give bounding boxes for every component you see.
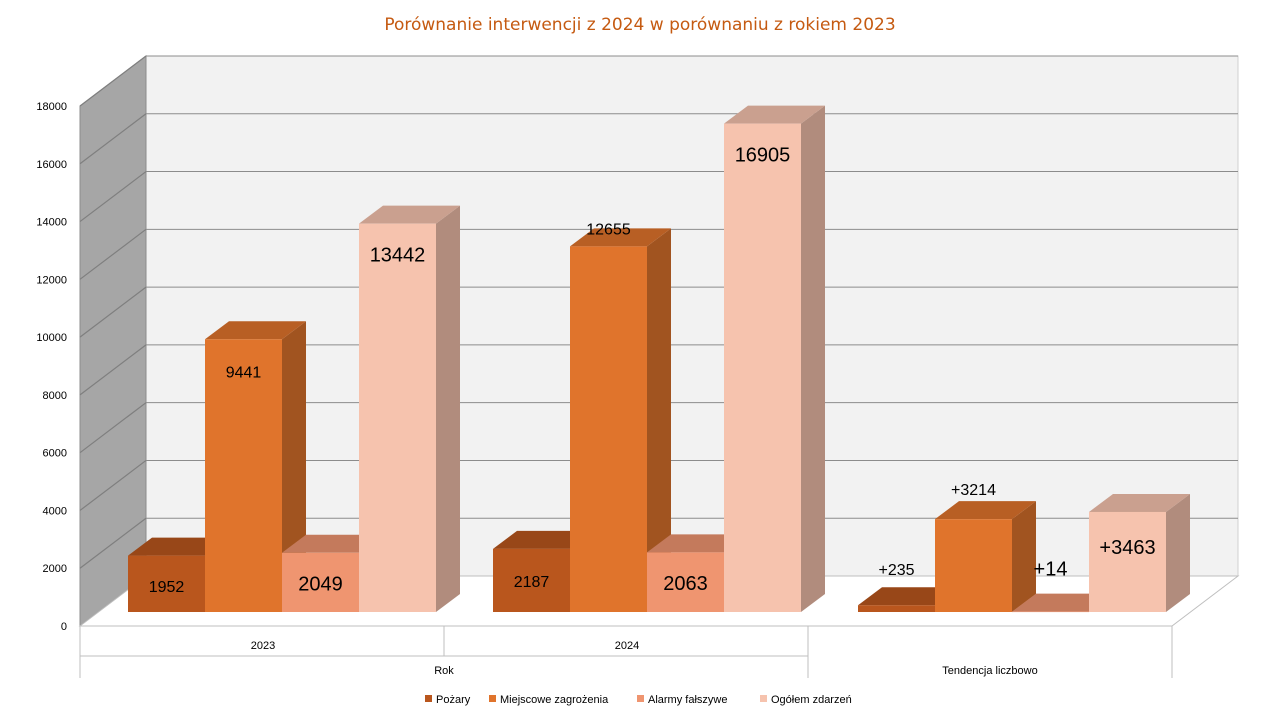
bar [282, 552, 359, 612]
gridline-side [79, 344, 147, 396]
bar-top [128, 537, 229, 556]
bar [1012, 611, 1089, 613]
data-label: +235 [878, 562, 914, 579]
bar-side [1012, 501, 1036, 612]
x-tick-label: 2024 [615, 640, 639, 652]
bar [359, 223, 436, 613]
data-label: 2049 [298, 573, 343, 595]
bar-side [647, 228, 671, 612]
gridline-side [79, 517, 147, 569]
x-axis: 2023 2024 Rok Tendencja liczbowo [79, 625, 1173, 678]
side-wall [79, 54, 147, 628]
y-tick-label: 14000 [36, 217, 67, 229]
bar-top [570, 228, 671, 247]
bar-top [282, 534, 383, 553]
y-tick-label: 4000 [43, 505, 67, 517]
x-tick-label: 2023 [251, 640, 275, 652]
back-wall [145, 55, 1239, 577]
legend-swatch [489, 695, 496, 702]
bar [570, 246, 647, 612]
bars [128, 105, 1190, 613]
bar [128, 555, 205, 612]
gridline-side [79, 113, 147, 165]
gridlines [79, 55, 1238, 569]
bar-top [359, 205, 460, 224]
bar [1089, 511, 1166, 612]
legend-swatch [760, 695, 767, 702]
data-label: 16905 [735, 145, 791, 167]
bar-top [493, 530, 594, 549]
gridline-side [79, 171, 147, 223]
y-tick-label: 10000 [36, 332, 67, 344]
y-tick-label: 0 [61, 621, 67, 633]
bar-top [647, 534, 748, 553]
data-label: 13442 [370, 245, 426, 267]
gridline-side [79, 55, 147, 107]
bar-top [935, 501, 1036, 520]
gridline-side [79, 459, 147, 511]
y-tick-label: 12000 [36, 274, 67, 286]
bar-top [205, 321, 306, 340]
bar-top [858, 587, 959, 606]
data-label: +3463 [1099, 537, 1155, 559]
data-label: 2063 [663, 573, 708, 595]
legend-label: Pożary [436, 694, 471, 706]
data-label: 12655 [586, 221, 631, 238]
y-tick-label: 6000 [43, 448, 67, 460]
data-label: 1952 [149, 579, 185, 596]
gridline-side [79, 286, 147, 338]
chart-title: Porównanie interwencji z 2024 w porównan… [384, 15, 895, 35]
gridline-side [79, 228, 147, 280]
data-label: +14 [1034, 559, 1068, 581]
bar-top [1089, 493, 1190, 512]
legend-swatch [425, 695, 432, 702]
bar-side [436, 205, 460, 613]
y-tick-label: 2000 [43, 563, 67, 575]
legend-label: Miejscowe zagrożenia [500, 694, 609, 706]
data-labels: 1952 9441 2049 13442 2187 12655 2063 16905 +235 +… [149, 145, 1156, 596]
bar-top [1012, 593, 1113, 612]
data-label: 2187 [514, 574, 550, 591]
gridline-side [79, 402, 147, 454]
y-axis-ticks: 0 2000 4000 6000 8000 10000 12000 14000 16000 180… [36, 101, 67, 633]
bar [935, 519, 1012, 612]
y-tick-label: 16000 [36, 159, 67, 171]
bar-side [801, 105, 825, 612]
bar-top [724, 105, 825, 124]
bar [858, 605, 935, 612]
legend: Pożary Miejscowe zagrożenia Alarmy fałszyw… [425, 694, 852, 706]
legend-label: Ogółem zdarzeń [771, 694, 852, 706]
bar-side [1166, 493, 1190, 612]
x-group-label: Tendencja liczbowo [942, 665, 1037, 677]
data-label: 9441 [226, 364, 262, 381]
legend-swatch [637, 695, 644, 702]
x-group-label: Rok [434, 665, 454, 677]
bar [724, 123, 801, 612]
bar [647, 552, 724, 612]
data-label: +3214 [951, 482, 996, 499]
y-tick-label: 18000 [36, 101, 67, 113]
legend-label: Alarmy fałszywe [648, 694, 727, 706]
bar [205, 339, 282, 612]
y-tick-label: 8000 [43, 390, 67, 402]
bar [493, 548, 570, 612]
